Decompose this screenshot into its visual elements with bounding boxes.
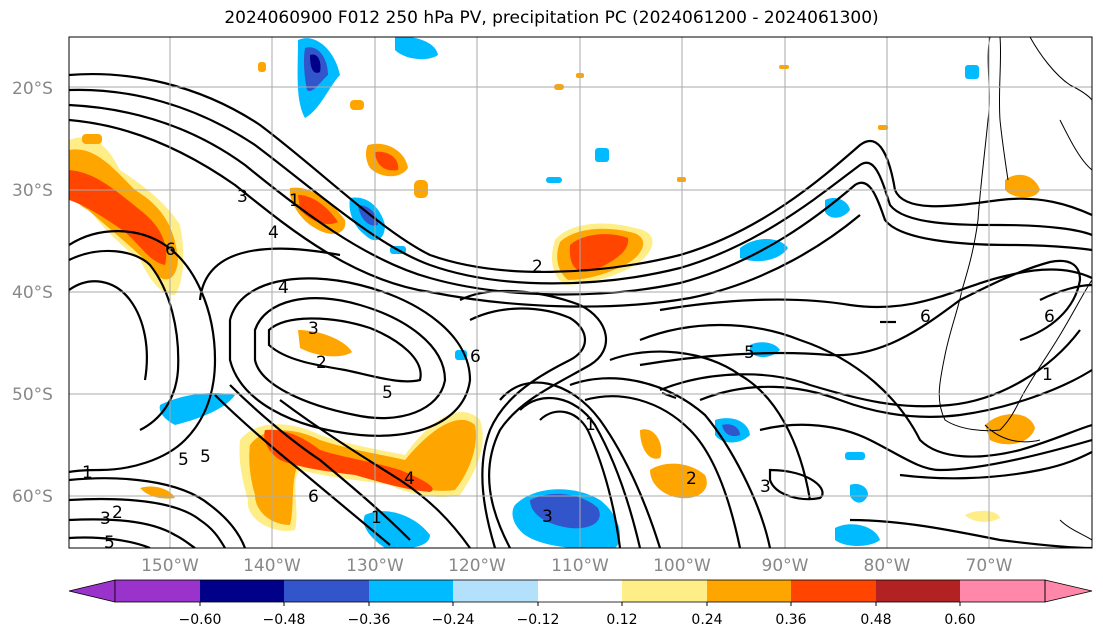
colorbar-segment: [453, 580, 538, 602]
colorbar-segment: [284, 580, 369, 602]
colorbar: −0.60 −0.48 −0.36 −0.24 −0.12 0.12 0.24 …: [68, 579, 1093, 628]
contour-label: 4: [404, 469, 415, 489]
lon-label: 100°W: [653, 556, 711, 576]
precip-area-tip: [985, 414, 1035, 445]
lon-label: 150°W: [141, 556, 199, 576]
contour-label: 5: [382, 383, 393, 403]
colorbar-tick: −0.48: [263, 612, 306, 628]
lon-label: 130°W: [346, 556, 404, 576]
lat-label: 20°S: [12, 79, 53, 99]
colorbar-tick: 0.60: [944, 612, 975, 628]
colorbar-high-extend: [1044, 579, 1093, 603]
precip-area-west-core: [69, 170, 167, 265]
negative-anomaly-areas: [159, 37, 979, 548]
contour-label: 5: [178, 450, 189, 470]
precip-area-74w: [1005, 174, 1040, 198]
map-plot-area: 3 1 4 6 4 3 2 2 6 5 5 1 5 4 1 2 3 5 6 3 …: [69, 37, 1092, 553]
contour-label: 2: [316, 353, 327, 373]
lat-label: 50°S: [12, 385, 53, 405]
coastline: [938, 37, 1092, 541]
contour-label: 6: [920, 307, 931, 327]
colorbar-tick: 0.12: [606, 612, 637, 628]
lon-label: 80°W: [864, 556, 911, 576]
colorbar-low-extend: [68, 579, 116, 603]
plot-frame: [68, 36, 1093, 549]
lon-label: 120°W: [448, 556, 506, 576]
lon-label: 90°W: [762, 556, 809, 576]
lat-label: 40°S: [12, 283, 53, 303]
colorbar-tick: −0.12: [517, 612, 560, 628]
lat-label: 30°S: [12, 181, 53, 201]
contour-label: 1: [1042, 365, 1053, 385]
contour-label: 5: [744, 343, 755, 363]
contour-label: 5: [200, 447, 211, 467]
lon-label: 140°W: [243, 556, 301, 576]
contour-label: 6: [165, 240, 176, 260]
contour-label: 6: [1044, 307, 1055, 327]
contour-label: 2: [532, 257, 543, 277]
pv-area-150w: [159, 393, 235, 425]
pv-contours: [69, 72, 1092, 548]
precip-area-133w: [298, 330, 352, 357]
colorbar-segment: [538, 580, 622, 602]
precip-area-97w: [640, 429, 662, 459]
colorbar-segment: [115, 580, 200, 602]
contour-label: 1: [289, 191, 300, 211]
colorbar-tick: −0.24: [432, 612, 475, 628]
positive-anomaly-areas: [69, 62, 1040, 531]
contour-label: 3: [100, 509, 111, 529]
colorbar-segment: [876, 580, 960, 602]
colorbar-segment: [707, 580, 791, 602]
contour-label: 2: [686, 469, 697, 489]
colorbar-segment: [200, 580, 284, 602]
contour-label: 6: [470, 347, 481, 367]
contour-labels: 3 1 4 6 4 3 2 2 6 5 5 1 5 4 1 2 3 5 6 3 …: [82, 187, 1055, 553]
colorbar-tick: 0.24: [691, 612, 722, 628]
colorbar-tick: 0.48: [860, 612, 891, 628]
colorbar-segment: [960, 580, 1045, 602]
contour-label: 1: [585, 415, 596, 435]
colorbar-segment: [791, 580, 876, 602]
longitude-axis: 150°W 140°W 130°W 120°W 110°W 100°W 90°W…: [141, 556, 1013, 576]
contour-label: 6: [308, 487, 319, 507]
contour-label: 3: [308, 319, 319, 339]
contour-label: 3: [760, 477, 771, 497]
graticule: [69, 37, 1092, 548]
contour-label: 3: [237, 187, 248, 207]
colorbar-tick: −0.36: [348, 612, 391, 628]
contour-label: 1: [82, 463, 93, 483]
contour-label: 2: [112, 503, 123, 523]
colorbar-segment: [622, 580, 707, 602]
contour-label: 3: [542, 507, 553, 527]
latitude-axis: 20°S 30°S 40°S 50°S 60°S: [12, 79, 53, 507]
colorbar-segment: [369, 580, 453, 602]
lat-label: 60°S: [12, 487, 53, 507]
lon-label: 110°W: [551, 556, 609, 576]
contour-label: 4: [268, 223, 279, 243]
contour-label: 5: [104, 533, 115, 553]
colorbar-tick: −0.60: [179, 612, 222, 628]
lon-label: 70°W: [966, 556, 1013, 576]
map-title: 2024060900 F012 250 hPa PV, precipitatio…: [224, 8, 879, 28]
contour-label: 4: [278, 278, 289, 298]
contour-label: 1: [371, 508, 382, 528]
colorbar-tick: 0.36: [775, 612, 806, 628]
